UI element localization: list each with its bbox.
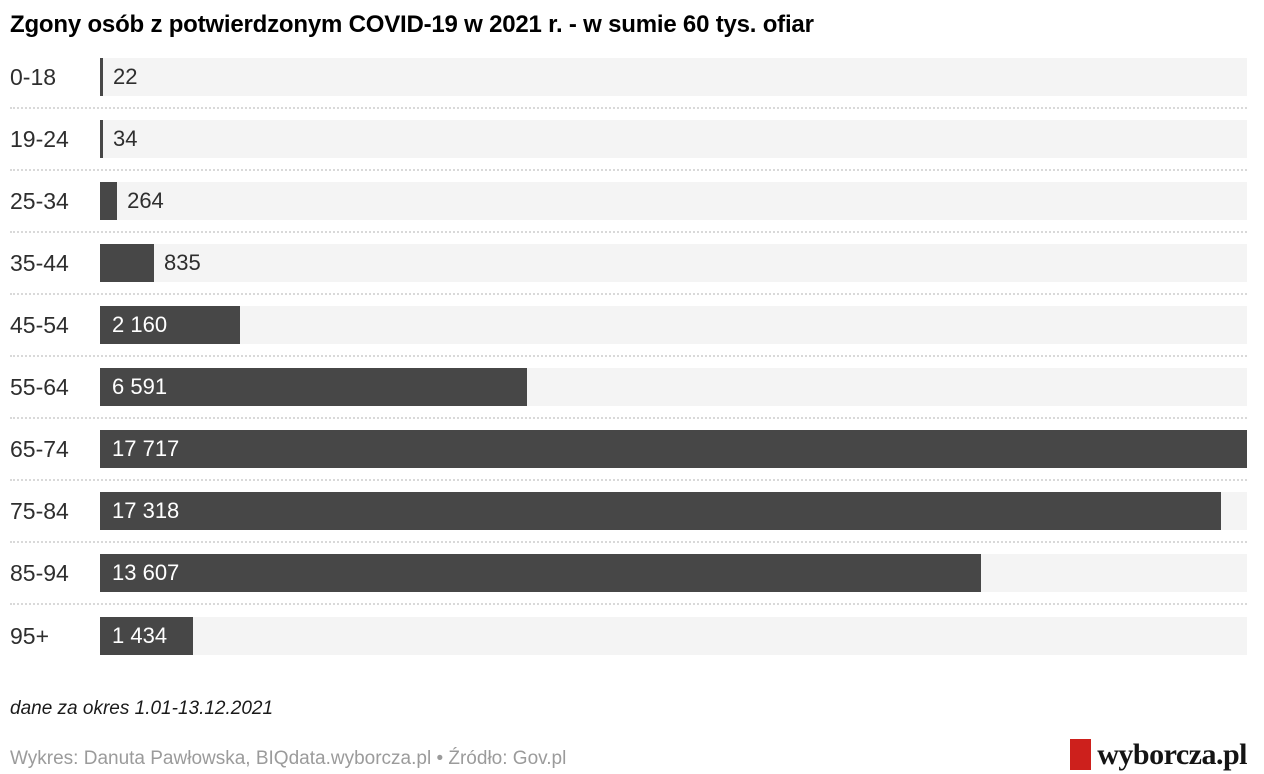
category-label: 19-24 xyxy=(10,125,69,152)
bar: 13 607 xyxy=(100,554,981,592)
value-label: 22 xyxy=(113,64,138,89)
chart-row: 35-44 835 xyxy=(10,233,1247,295)
bar xyxy=(100,244,155,282)
logo-text: wyborcza.pl xyxy=(1097,738,1247,771)
bar-track: 17 318 xyxy=(100,492,1247,530)
category-label: 65-74 xyxy=(10,435,69,462)
chart-row: 95+ 1 434 xyxy=(10,605,1247,667)
bar-track: 34 xyxy=(100,120,1247,158)
bar xyxy=(100,120,103,158)
chart-row: 75-84 17 318 xyxy=(10,481,1247,543)
bar: 17 318 xyxy=(100,492,1222,530)
category-label: 45-54 xyxy=(10,311,69,338)
footnote: dane za okres 1.01-13.12.2021 xyxy=(10,698,274,719)
bar: 2 160 xyxy=(100,306,240,344)
chart-row: 65-74 17 717 xyxy=(10,419,1247,481)
value-label: 17 717 xyxy=(112,436,180,461)
bar xyxy=(100,58,103,96)
category-label: 25-34 xyxy=(10,187,69,214)
chart-row: 19-24 34 xyxy=(10,109,1247,171)
category-label: 35-44 xyxy=(10,249,69,276)
value-label: 13 607 xyxy=(112,560,180,585)
value-label: 17 318 xyxy=(112,498,180,523)
credit-bar: Wykres: Danuta Pawłowska, BIQdata.wyborc… xyxy=(10,739,1247,770)
value-label: 835 xyxy=(164,250,201,275)
bar: 6 591 xyxy=(100,368,527,406)
value-label: 6 591 xyxy=(112,374,168,399)
bar-track: 6 591 xyxy=(100,368,1247,406)
value-label: 2 160 xyxy=(112,312,168,337)
category-label: 75-84 xyxy=(10,497,69,524)
bar-track: 13 607 xyxy=(100,554,1247,592)
chart-row: 55-64 6 591 xyxy=(10,357,1247,419)
chart-row: 45-54 2 160 xyxy=(10,295,1247,357)
bar-track: 22 xyxy=(100,58,1247,96)
logo-red-square-icon xyxy=(1070,739,1092,770)
value-label: 264 xyxy=(127,188,164,213)
logo-wyborcza[interactable]: wyborcza.pl xyxy=(1070,739,1247,770)
chart-rows: 0-18 22 19-24 34 25-34 264 35-44 835 45-54 2 160 5… xyxy=(10,47,1247,667)
bar-track: 1 434 xyxy=(100,617,1247,655)
bar-track: 17 717 xyxy=(100,430,1247,468)
bar: 17 717 xyxy=(100,430,1247,468)
bar xyxy=(100,182,118,220)
chart-row: 85-94 13 607 xyxy=(10,543,1247,605)
category-label: 95+ xyxy=(10,622,50,649)
category-label: 85-94 xyxy=(10,559,69,586)
category-label: 0-18 xyxy=(10,63,57,90)
credit-text: Wykres: Danuta Pawłowska, BIQdata.wyborc… xyxy=(10,748,567,769)
value-label: 1 434 xyxy=(112,623,168,648)
bar-track: 264 xyxy=(100,182,1247,220)
chart-row: 0-18 22 xyxy=(10,47,1247,109)
chart-title: Zgony osób z potwierdzonym COVID-19 w 20… xyxy=(10,11,814,38)
bar-track: 835 xyxy=(100,244,1247,282)
chart-row: 25-34 264 xyxy=(10,171,1247,233)
category-label: 55-64 xyxy=(10,373,69,400)
bar-track: 2 160 xyxy=(100,306,1247,344)
bar: 1 434 xyxy=(100,617,193,655)
value-label: 34 xyxy=(113,126,138,151)
